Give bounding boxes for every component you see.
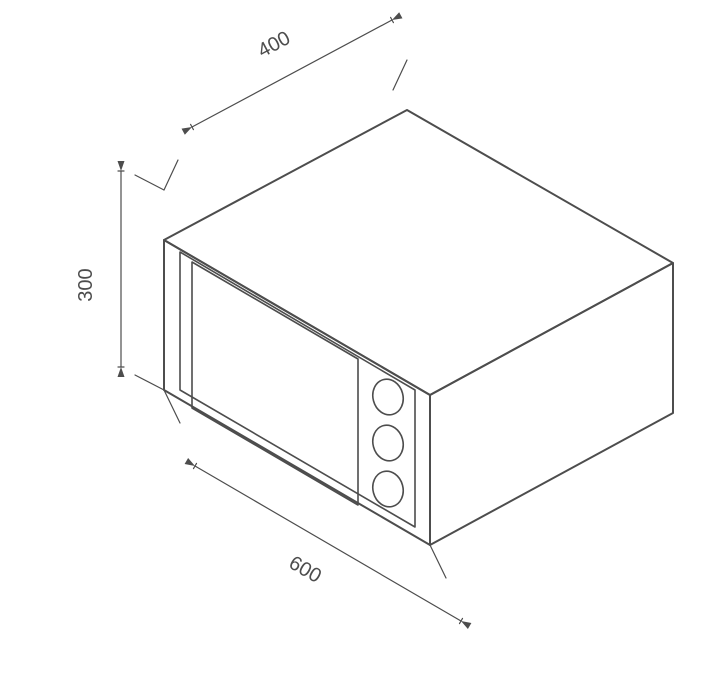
dim-width: 600 bbox=[164, 390, 471, 629]
appliance-box bbox=[164, 110, 673, 545]
dimension-label: 300 bbox=[75, 268, 97, 301]
dim-depth: 400 bbox=[164, 12, 407, 190]
knob-2 bbox=[369, 422, 407, 465]
technical-drawing: 300 400 600 bbox=[0, 0, 726, 678]
control-knobs bbox=[369, 376, 407, 511]
dimension-label: 400 bbox=[254, 27, 294, 62]
dim-height: 300 bbox=[75, 161, 164, 390]
dimensions: 300 400 600 bbox=[75, 12, 471, 629]
dimension-label: 600 bbox=[285, 552, 325, 588]
